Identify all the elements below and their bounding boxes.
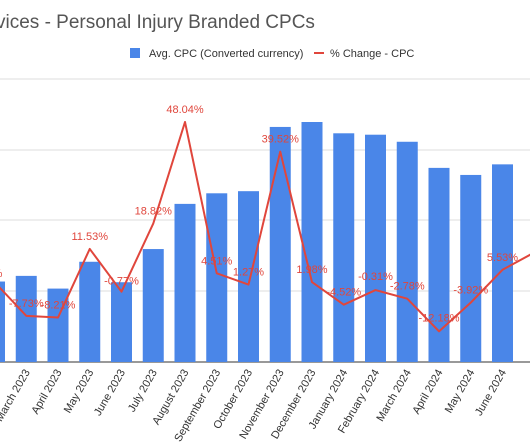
data-label: 39.52%: [262, 134, 300, 146]
bar: [492, 164, 513, 362]
line-path: [0, 121, 530, 333]
legend-label-line: % Change - CPC: [330, 48, 414, 60]
data-label: 11.53%: [72, 231, 109, 243]
data-label: -7.73%: [9, 298, 44, 310]
x-tick-label: July 2023: [126, 368, 160, 415]
line-series: [0, 121, 530, 333]
x-tick-label: June 2023: [92, 368, 128, 419]
bar: [111, 282, 132, 362]
x-tick-label: April 2024: [410, 368, 445, 417]
bar: [79, 261, 101, 362]
data-label: 48.04%: [166, 104, 204, 116]
bar: [301, 122, 323, 362]
data-label: -0.77%: [104, 276, 139, 288]
bar: [365, 134, 386, 362]
data-label: -4.52%: [326, 287, 361, 299]
data-label: -0.31%: [358, 271, 393, 283]
x-tick-label: March 2023: [0, 368, 33, 424]
x-tick-label: June 2024: [473, 368, 509, 419]
bar: [15, 275, 37, 362]
data-label: -3.92%: [453, 285, 488, 297]
data-label: 1.98%: [296, 264, 327, 276]
data-label: 1.27%: [233, 267, 264, 279]
bar: [206, 193, 228, 362]
data-label: 2%: [0, 268, 3, 280]
data-labels: 2% -7.73%-8.21% 11.53% -0.77% 18.82% 48.04% 4.…: [0, 104, 518, 324]
data-label: -12.18%: [419, 312, 460, 324]
bar: [238, 191, 259, 362]
legend-label-bar: Avg. CPC (Converted currency): [149, 48, 303, 60]
bar-series: [0, 122, 513, 362]
x-tick-label: J: [528, 368, 530, 379]
data-label: 18.82%: [135, 206, 173, 218]
chart-title: vices - Personal Injury Branded CPCs: [0, 12, 315, 33]
bar: [0, 281, 5, 362]
x-tick-label: April 2023: [29, 368, 64, 417]
bar: [174, 203, 196, 362]
data-label: 4.51%: [201, 255, 232, 267]
bar: [460, 174, 482, 362]
bar: [428, 167, 450, 362]
bar: [269, 126, 291, 362]
bar: [396, 141, 418, 362]
bar: [142, 249, 164, 362]
data-label: -8.21%: [41, 300, 76, 312]
data-label: -2.78%: [390, 281, 425, 293]
legend-swatch-bar: [130, 48, 140, 58]
bar: [333, 133, 355, 362]
x-tick-label: 3: [0, 368, 1, 379]
legend: Avg. CPC (Converted currency) % Change -…: [130, 48, 414, 60]
x-tick-label: May 2024: [443, 368, 478, 416]
data-label: 5.53%: [487, 252, 518, 264]
x-tick-label: May 2023: [62, 368, 97, 416]
